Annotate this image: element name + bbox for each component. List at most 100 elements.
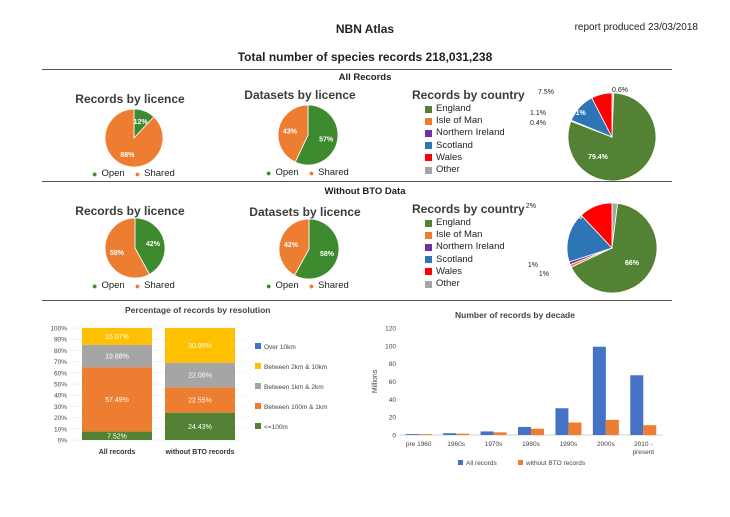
resolution-bar-segment [82,431,152,440]
shared-percent-label: 88% [120,152,135,159]
datasets-legend: ● Open ● Shared [266,167,349,178]
isle-of-man-swatch [425,231,432,239]
scotland-percent-label: 11.1% [566,110,586,117]
scotland-slice [566,214,613,263]
resolution-stacked-bar-chart: 0% 10% 20% 30% 40% 50% 60% 70% 80% 90% 100% 7.52% 57… [50,326,328,457]
resolution-bar-segment [165,362,235,388]
legend-swatch [255,383,261,389]
y-tick-label: 60 [389,379,397,386]
records-by-licence-pie: 42% 58% [104,217,166,279]
y-tick-label: 100 [385,343,396,350]
shared-legend-label: Shared [144,280,175,291]
shared-slice [104,217,150,279]
records-by-licence-pie: 12% 88% [104,108,164,168]
scotland-percent-label: 18% [551,241,566,248]
wales-swatch [425,268,432,276]
legend-swatch [255,363,261,369]
northern-ireland-percent-label: 1.1% [530,110,546,117]
legend-northern-ireland: Northern Ireland [425,127,505,139]
segment-value-label: 19.88% [105,354,129,361]
records-by-country-pie: 66% 18% 12% 2% 1%1% [526,202,658,294]
decade-bar-chart: 0 20 40 60 80 100 120 Millions pre 1960 1960s 1970… [372,326,662,467]
legend-label: Between 100m & 1km [264,404,328,411]
country-legend-all: England Isle of Man Northern Ireland Sco… [425,103,505,176]
total-records: Total number of species records 218,031,… [237,50,493,64]
legend-wales: Wales [425,266,505,278]
y-tick-label: 70% [54,359,67,366]
licence-legend: ● Open ● Shared [92,280,175,291]
isle-of-man-percent-label: 0.4% [530,120,546,127]
y-tick-label: 30% [54,404,67,411]
y-tick-label: 20% [54,415,67,422]
y-tick-label: 80 [389,361,397,368]
y-tick-label: 100% [50,326,67,333]
records-by-licence-title: Records by licence [75,204,185,218]
x-tick-label: present [632,449,654,456]
without-bto-bar [605,419,619,435]
resolution-bar-segment [82,367,152,432]
shared-slice [277,104,309,163]
records-by-country-title: Records by country [412,88,525,102]
legend-swatch [518,460,523,465]
legend-label: Between 2km & 10km [264,364,327,371]
legend-isle-of-man: Isle of Man [425,115,505,127]
resolution-bar-segment [165,412,235,440]
open-slice [294,104,339,166]
y-tick-label: 40% [54,393,67,400]
legend-label: All records [466,460,497,467]
datasets-by-licence-pie: 57% 43% [277,104,339,166]
y-tick-label: 50% [54,382,67,389]
report-title: NBN Atlas [335,22,395,36]
without-bto-bar [418,434,432,435]
country-legend-without-bto: England Isle of Man Northern Ireland Sco… [425,217,505,290]
y-tick-label: 120 [385,326,396,333]
y-tick-label: 80% [54,348,67,355]
section-title-without-bto: Without BTO Data [324,186,406,197]
northern-ireland-percent-label: 1% [528,262,538,269]
open-legend-marker: ● [266,280,272,291]
open-legend-marker: ● [92,168,98,179]
x-tick-label: 1990s [560,441,578,448]
datasets-legend: ● Open ● Shared [266,280,349,291]
wales-swatch [425,154,432,162]
open-legend-label: Open [101,280,125,291]
all-records-bar [480,431,494,435]
x-tick-label: 1960s [447,441,465,448]
resolution-bar-segment [82,328,152,345]
other-swatch [425,166,432,174]
x-tick-label: 2010 - [634,441,652,448]
all-records-bar [518,426,531,435]
legend-wales: Wales [425,152,505,164]
segment-value-label: 22.06% [188,373,212,380]
segment-value-label: 22.55% [188,398,212,405]
x-tick-label: pre 1960 [406,441,432,448]
divider [42,181,672,182]
shared-legend-marker: ● [134,280,141,291]
legend-swatch [255,343,261,349]
y-tick-label: 60% [54,370,67,377]
without-bto-bar [643,425,657,435]
scotland-swatch [425,256,432,264]
x-tick-label: 2000s [597,441,615,448]
open-percent-label: 42% [146,241,161,248]
legend-label: Over 10km [264,344,296,351]
northern-ireland-swatch [425,130,432,137]
records-by-country-title: Records by country [412,202,525,216]
open-percent-label: 12% [134,119,149,126]
shared-legend-label: Shared [318,167,349,178]
wales-slice [580,202,613,250]
resolution-chart-title: Percentage of records by resolution [125,305,271,315]
shared-legend-marker: ● [308,280,315,291]
legend-label: without BTO records [525,460,586,467]
wales-percent-label: 12% [568,214,583,221]
divider [42,69,672,70]
category-label: without BTO records [164,449,234,456]
decade-chart-title: Number of records by decade [455,310,575,320]
open-percent-label: 57% [319,137,334,144]
england-percent-label: 66% [625,260,640,267]
resolution-bar-segment [82,344,152,368]
y-tick-label: 90% [54,337,67,344]
legend-other: Other [425,164,505,176]
shared-legend-label: Shared [144,168,175,179]
segment-value-label: 57.49% [105,397,129,404]
